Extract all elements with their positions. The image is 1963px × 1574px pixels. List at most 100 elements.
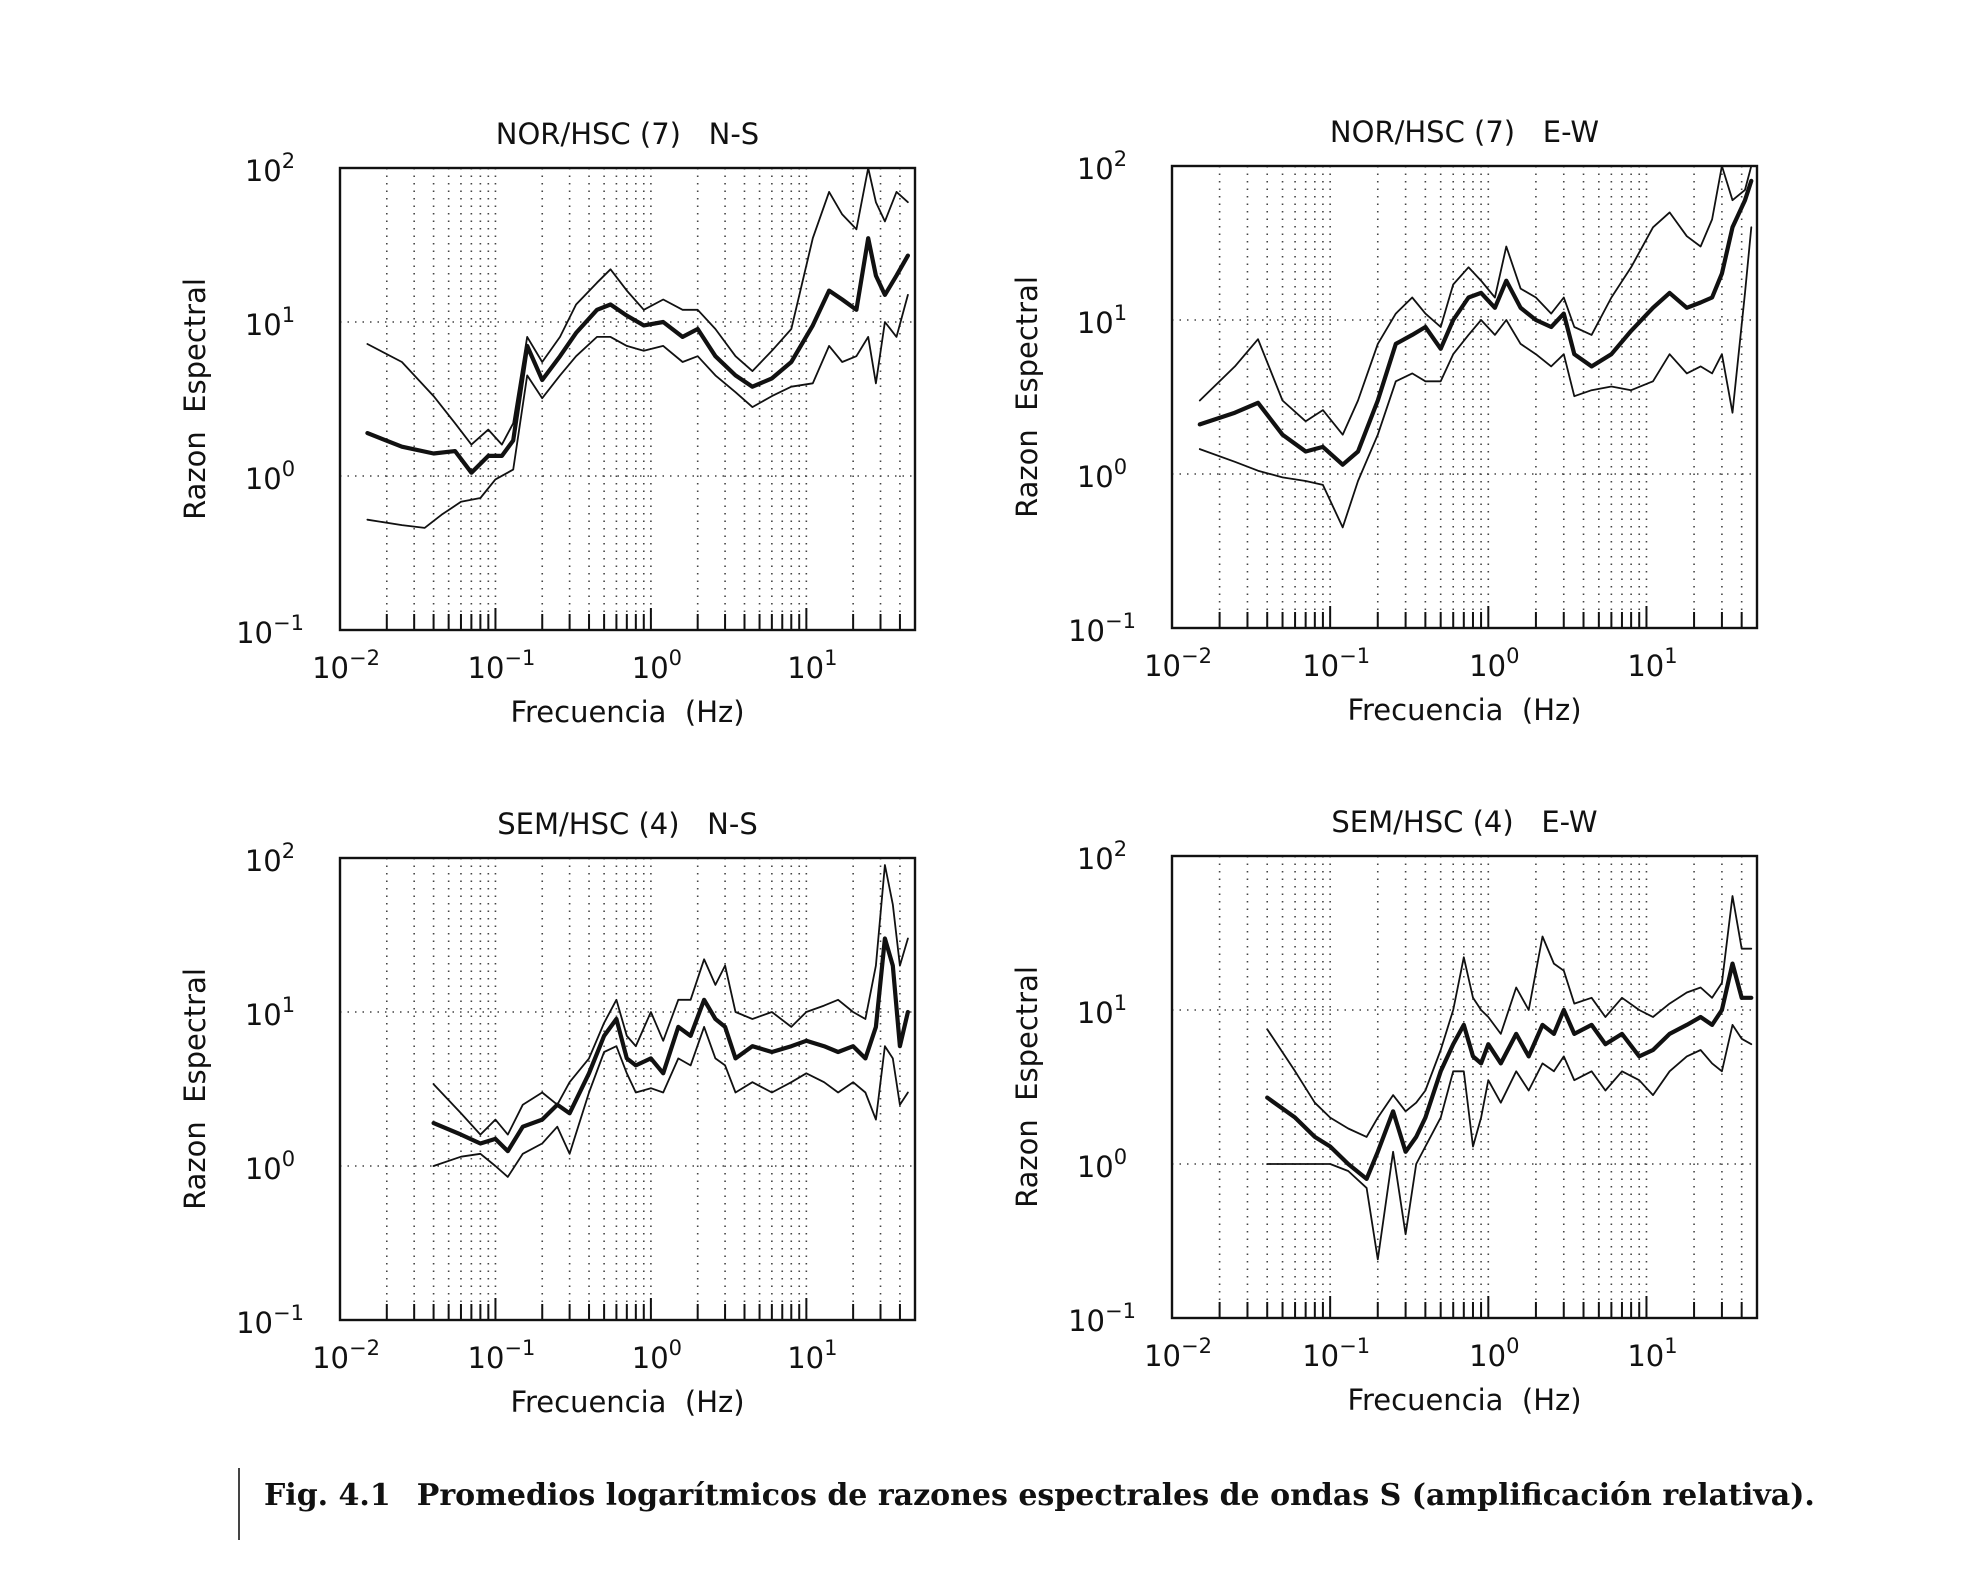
figure-caption: Fig. 4.1 Promedios logarítmicos de razone… — [264, 1478, 1815, 1513]
y-tick-label: 102 — [1077, 147, 1127, 186]
y-tick-label: 10−1 — [1068, 609, 1136, 648]
series-line-upper — [432, 864, 909, 1136]
y-axis-label: Razon Espectral — [178, 278, 212, 520]
y-tick-exponent: −1 — [273, 1301, 304, 1325]
x-tick-label: 10−1 — [468, 1336, 536, 1375]
y-tick-label: 101 — [245, 993, 295, 1032]
x-tick-exponent: 0 — [1506, 644, 1519, 668]
x-tick-base: 10 — [312, 1341, 349, 1375]
x-tick-base: 10 — [312, 651, 349, 685]
y-tick-label: 101 — [1077, 991, 1127, 1030]
y-tick-exponent: −1 — [1105, 1299, 1136, 1323]
x-tick-label: 101 — [1627, 1334, 1677, 1373]
grid-lines — [1172, 166, 1757, 628]
series-line-lower — [366, 294, 909, 529]
y-tick-exponent: 0 — [282, 457, 295, 481]
x-tick-label: 10−2 — [312, 646, 380, 685]
x-tick-exponent: 1 — [1664, 1334, 1677, 1358]
y-tick-base: 10 — [1077, 306, 1114, 340]
y-tick-exponent: −1 — [273, 611, 304, 635]
y-tick-label: 10−1 — [1068, 1299, 1136, 1338]
x-tick-label: 10−1 — [1302, 644, 1370, 683]
series-line-mean — [1265, 961, 1754, 1181]
x-tick-exponent: −2 — [1181, 1334, 1212, 1358]
x-tick-exponent: −1 — [504, 1336, 535, 1360]
x-tick-exponent: −1 — [1339, 644, 1370, 668]
x-tick-base: 10 — [632, 1341, 669, 1375]
y-tick-exponent: −1 — [1105, 609, 1136, 633]
x-tick-base: 10 — [1144, 1339, 1181, 1373]
y-tick-exponent: 1 — [1114, 301, 1127, 325]
x-tick-label: 101 — [787, 1336, 837, 1375]
x-tick-label: 100 — [632, 646, 682, 685]
x-tick-base: 10 — [787, 651, 824, 685]
x-tick-base: 10 — [468, 1341, 505, 1375]
x-tick-exponent: 0 — [669, 1336, 682, 1360]
x-axis-ticks — [385, 608, 901, 630]
series-line-lower — [1266, 1024, 1753, 1261]
y-tick-exponent: 1 — [282, 993, 295, 1017]
x-axis-label: Frecuencia (Hz) — [1347, 693, 1581, 727]
x-tick-label: 10−2 — [312, 1336, 380, 1375]
series-line-mean — [1197, 178, 1754, 467]
x-axis-label: Frecuencia (Hz) — [1347, 1383, 1581, 1417]
x-tick-exponent: 1 — [824, 1336, 837, 1360]
y-tick-label: 100 — [1077, 1145, 1127, 1184]
chart-title: SEM/HSC (4) E-W — [1331, 805, 1597, 839]
y-tick-base: 10 — [1068, 1304, 1105, 1338]
x-tick-exponent: 0 — [669, 646, 682, 670]
x-tick-label: 10−2 — [1144, 644, 1212, 683]
x-tick-exponent: 0 — [1506, 1334, 1519, 1358]
y-tick-label: 10−1 — [236, 1301, 304, 1340]
x-tick-exponent: −1 — [504, 646, 535, 670]
y-tick-label: 101 — [1077, 301, 1127, 340]
y-tick-base: 10 — [245, 1152, 282, 1186]
y-tick-exponent: 1 — [282, 303, 295, 327]
x-axis-ticks — [1218, 1296, 1743, 1318]
figure-caption-block: Fig. 4.1 Promedios logarítmicos de razone… — [238, 1468, 1840, 1540]
x-tick-base: 10 — [1627, 649, 1664, 683]
series-line-mean — [365, 236, 910, 475]
x-tick-exponent: −2 — [349, 646, 380, 670]
series-line-mean — [431, 936, 910, 1154]
x-tick-exponent: −1 — [1339, 1334, 1370, 1358]
y-tick-base: 10 — [245, 998, 282, 1032]
x-tick-base: 10 — [1627, 1339, 1664, 1373]
grid-lines — [340, 858, 915, 1320]
y-tick-base: 10 — [1077, 1150, 1114, 1184]
x-tick-base: 10 — [1469, 649, 1506, 683]
plot-frame — [1170, 854, 1759, 1320]
x-tick-exponent: 1 — [1664, 644, 1677, 668]
x-tick-exponent: −2 — [349, 1336, 380, 1360]
y-tick-exponent: 0 — [1114, 1145, 1127, 1169]
y-tick-exponent: 2 — [1114, 837, 1127, 861]
y-tick-base: 10 — [1077, 842, 1114, 876]
y-tick-base: 10 — [1077, 460, 1114, 494]
y-tick-base: 10 — [245, 308, 282, 342]
x-tick-label: 100 — [632, 1336, 682, 1375]
y-axis-label: Razon Espectral — [1010, 276, 1044, 518]
x-tick-label: 10−2 — [1144, 1334, 1212, 1373]
x-axis-label: Frecuencia (Hz) — [510, 695, 744, 729]
y-tick-base: 10 — [236, 616, 273, 650]
y-tick-base: 10 — [1077, 152, 1114, 186]
y-tick-base: 10 — [245, 154, 282, 188]
x-tick-label: 101 — [787, 646, 837, 685]
caption-number: Fig. 4.1 — [264, 1478, 391, 1513]
y-tick-label: 100 — [245, 457, 295, 496]
y-tick-label: 102 — [1077, 837, 1127, 876]
y-tick-exponent: 2 — [282, 149, 295, 173]
plot-frame — [338, 856, 917, 1322]
y-tick-base: 10 — [245, 844, 282, 878]
chart-title: NOR/HSC (7) N-S — [496, 117, 759, 151]
y-tick-exponent: 0 — [282, 1147, 295, 1171]
caption-text: Promedios logarítmicos de razones espect… — [416, 1478, 1815, 1513]
y-tick-base: 10 — [1068, 614, 1105, 648]
y-tick-label: 102 — [245, 839, 295, 878]
x-tick-base: 10 — [1302, 1339, 1339, 1373]
chart-title: SEM/HSC (4) N-S — [497, 807, 758, 841]
series-line-upper — [1198, 165, 1753, 436]
series-line-lower — [432, 1026, 909, 1178]
